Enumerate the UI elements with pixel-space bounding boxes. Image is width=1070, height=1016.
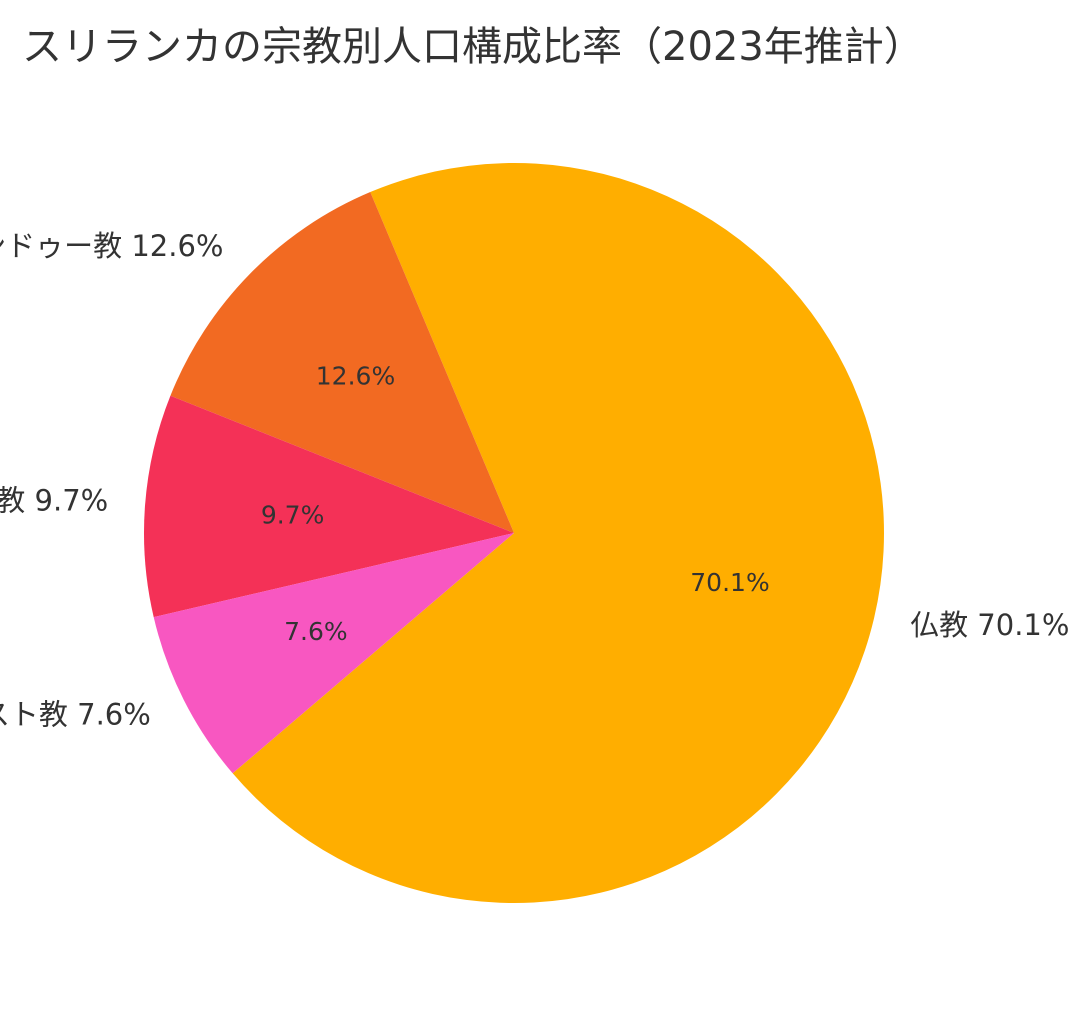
slice-pct-label-1: 12.6% [316, 362, 395, 391]
slice-outer-label-0: 仏教 70.1% [910, 608, 1069, 642]
pie-slice-1 [170, 192, 514, 533]
pie-labels: 70.1% 仏教 70.1% 12.6% ヒンドゥー教 12.6% 9.7% イスラム教 … [0, 229, 1069, 732]
pie-slice-0 [232, 162, 884, 903]
slice-pct-label-0: 70.1% [690, 568, 769, 597]
slice-pct-label-2: 9.7% [261, 500, 325, 529]
pie-slice-3 [153, 533, 514, 774]
slice-pct-label-3: 7.6% [284, 617, 348, 646]
slice-outer-label-3: キリスト教 7.6% [0, 698, 151, 732]
chart-title: スリランカの宗教別人口構成比率（2023年推計） [22, 24, 924, 70]
pie-slices [144, 162, 884, 903]
pie-slice-2 [144, 395, 514, 618]
slice-outer-label-2: イスラム教 9.7% [0, 483, 108, 517]
slice-outer-label-1: ヒンドゥー教 12.6% [0, 229, 224, 263]
